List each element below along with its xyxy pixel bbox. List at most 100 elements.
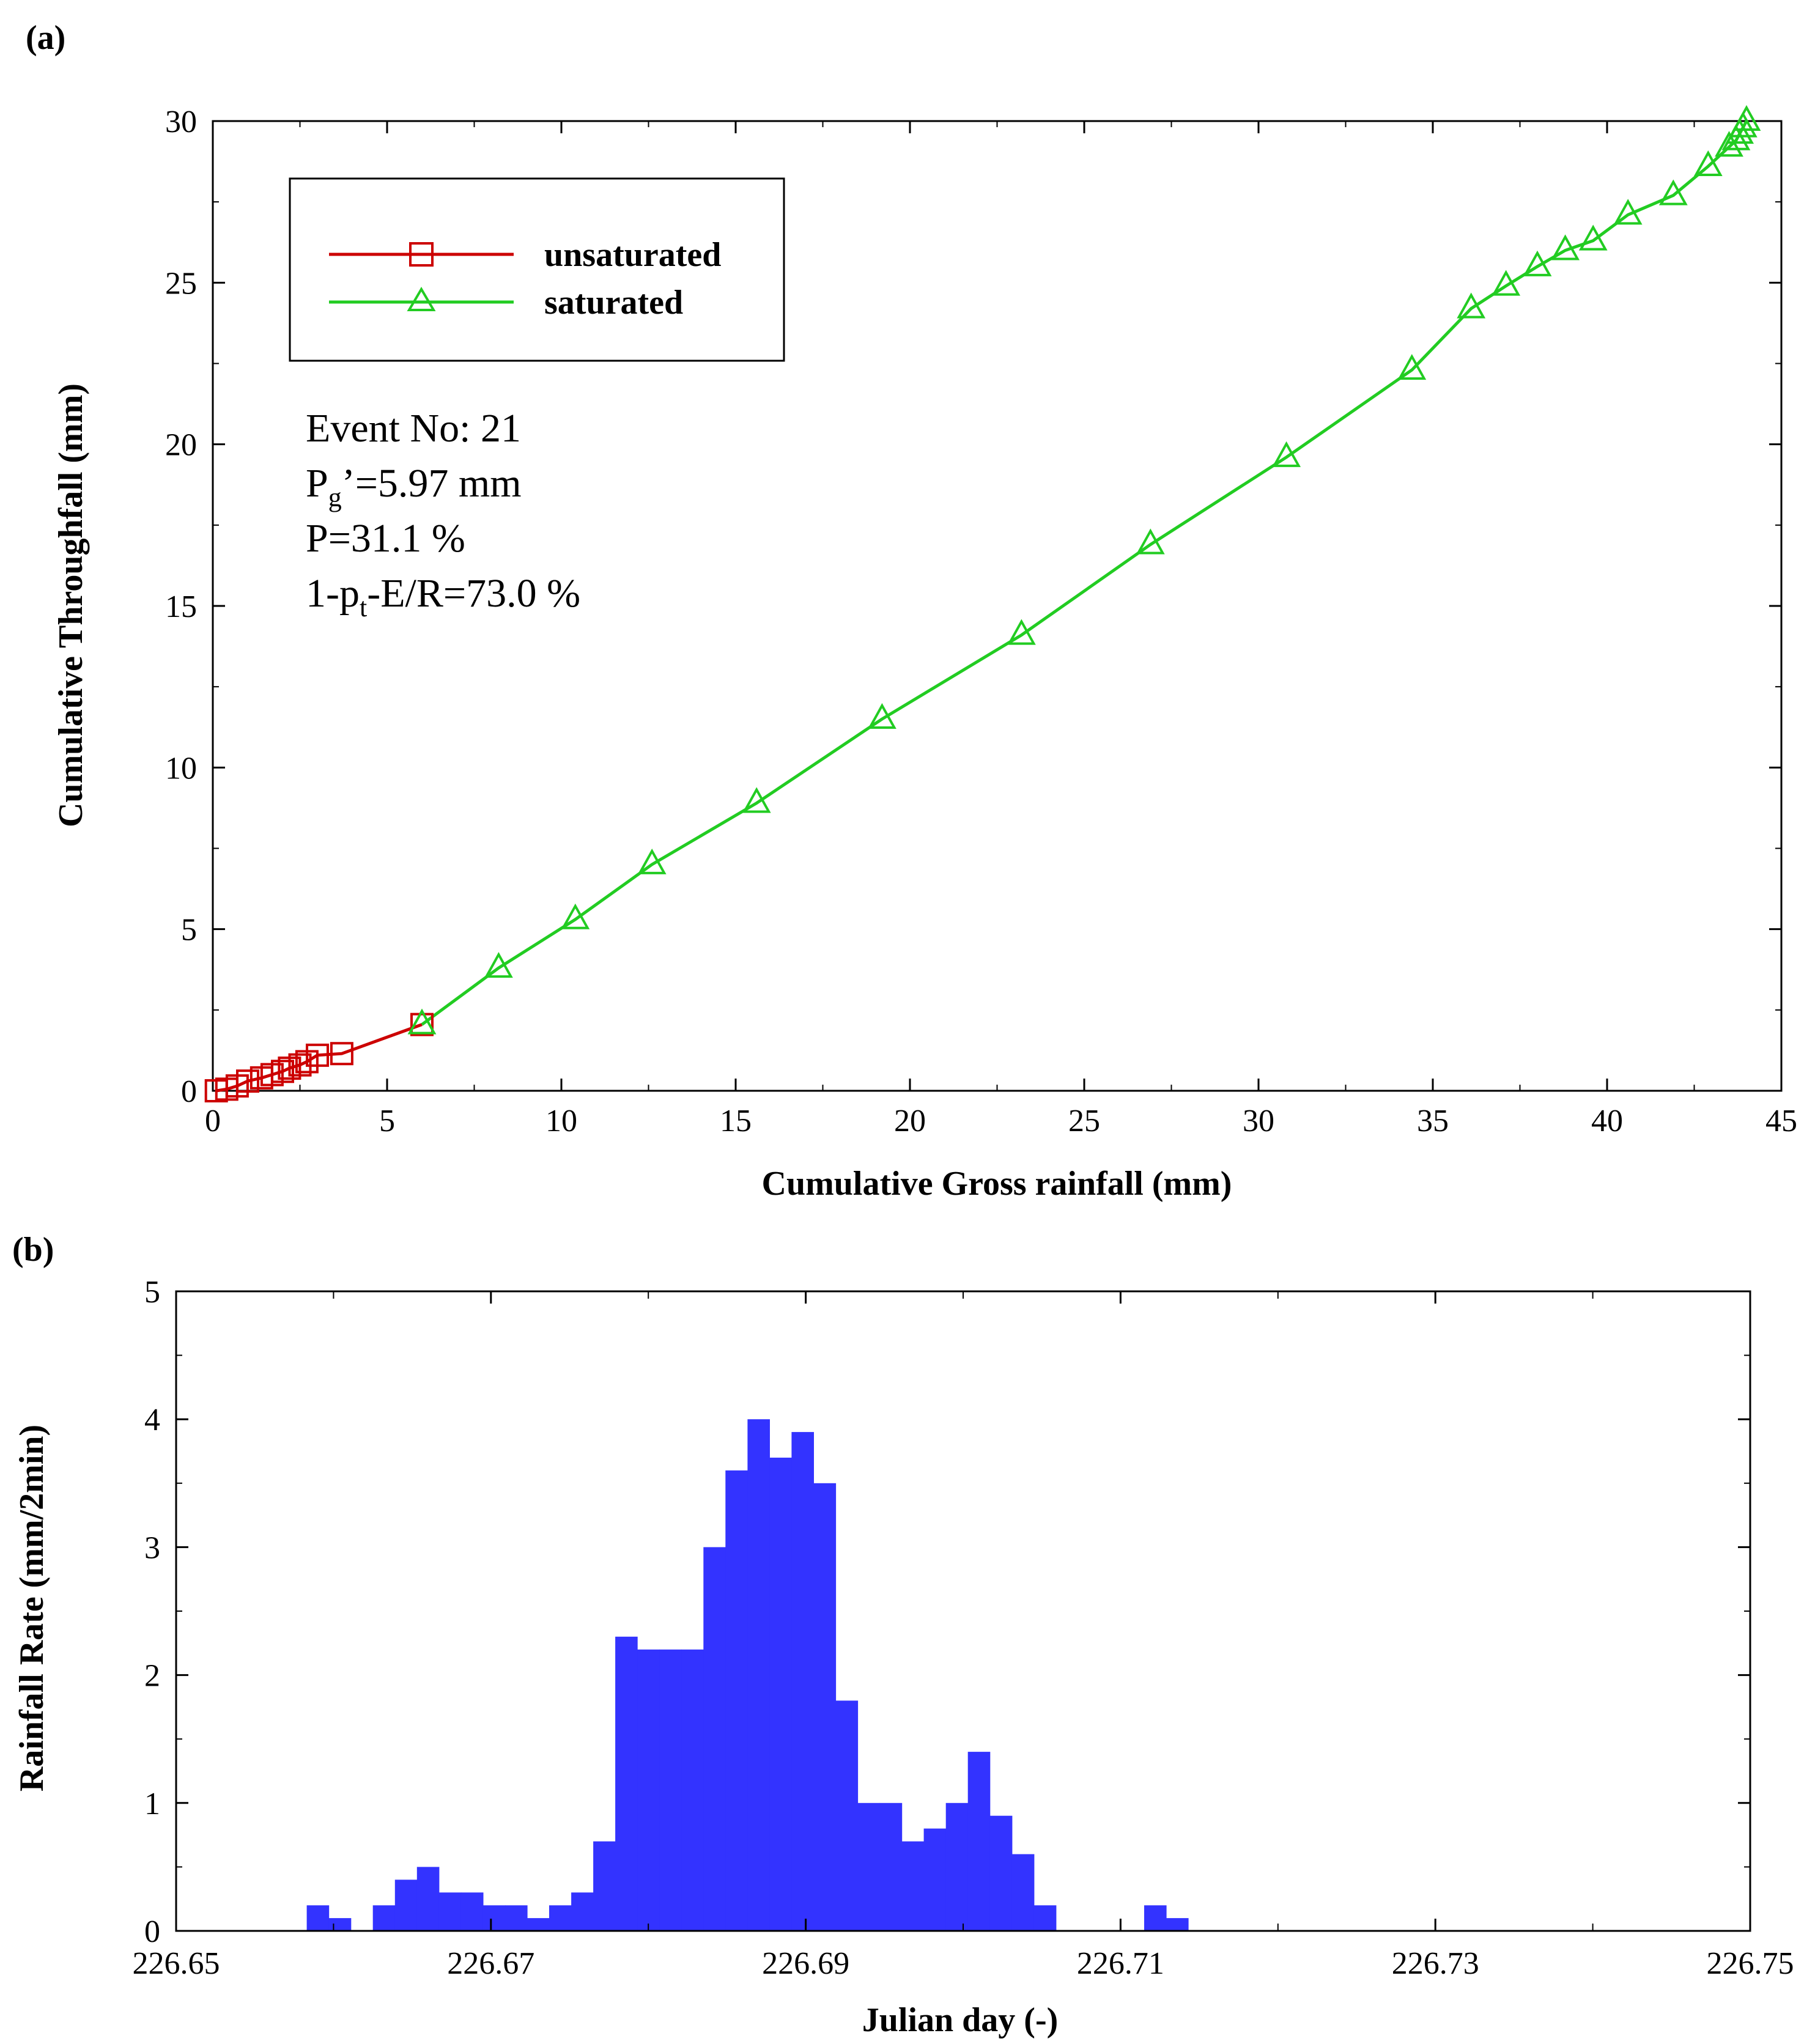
- rainfall-bar: [416, 1867, 440, 1931]
- y-tick-label-b: 3: [144, 1530, 160, 1565]
- x-tick-label-a: 15: [720, 1104, 752, 1138]
- legend-unsaturated-square-icon: [409, 242, 434, 267]
- y-tick-label-b: 0: [144, 1914, 160, 1949]
- x-tick-label-a: 40: [1591, 1104, 1623, 1138]
- rainfall-bar: [923, 1828, 947, 1931]
- point-saturated: [1523, 250, 1552, 276]
- point-saturated: [637, 848, 667, 874]
- rainfall-bar: [857, 1802, 881, 1931]
- point-saturated: [1578, 224, 1608, 251]
- x-axis-label-a: Cumulative Gross rainfall (mm): [762, 1165, 1232, 1203]
- legend-box: [289, 177, 785, 362]
- point-unsaturated: [306, 1043, 329, 1067]
- y-tick-label-a: 0: [181, 1074, 197, 1109]
- y-tick-label-a: 25: [165, 266, 197, 301]
- point-saturated: [1715, 131, 1743, 157]
- rainfall-bar: [505, 1905, 528, 1931]
- y-tick-label-a: 30: [165, 105, 197, 139]
- x-tick-label-b: 226.69: [762, 1946, 849, 1981]
- y-tick-label-a: 15: [165, 589, 197, 624]
- x-tick-label-b: 226.67: [447, 1946, 534, 1981]
- rainfall-bar: [438, 1892, 462, 1931]
- rainfall-bar: [394, 1880, 418, 1931]
- rainfall-bar: [989, 1815, 1013, 1931]
- point-saturated: [1732, 105, 1761, 131]
- point-saturated: [1693, 150, 1723, 177]
- axis-ticks-a: 0 5 10 15 20 25 30 35 40 45 0 5 10 15 20 25 30: [165, 105, 1797, 1138]
- x-tick-label-a: 30: [1243, 1104, 1274, 1138]
- y-axis-label-a: Cumulative Throughfall (mm): [52, 383, 90, 827]
- rainfall-bar: [460, 1892, 484, 1931]
- panel-a-label: (a): [26, 19, 65, 57]
- point-saturated: [1272, 441, 1301, 467]
- rainfall-bar: [593, 1841, 616, 1931]
- rainfall-bar: [901, 1841, 925, 1931]
- y-axis-label-b: Rainfall Rate (mm/2min): [13, 1425, 51, 1791]
- series-line-saturated: [421, 120, 1748, 1026]
- point-unsaturated: [236, 1069, 259, 1093]
- x-tick-label-b: 226.65: [133, 1946, 220, 1981]
- rainfall-bar: [945, 1802, 969, 1931]
- throughfall-chart: 0 5 10 15 20 25 30 35 40 45 0 5 10 15 20 25 30 unsaturat…: [52, 105, 1797, 1203]
- point-saturated: [561, 903, 590, 929]
- rainfall-bar: [527, 1918, 550, 1931]
- y-tick-label-b: 4: [144, 1403, 160, 1437]
- x-axis-label-b: Julian day (-): [862, 2001, 1059, 2039]
- legend-saturated-label: saturated: [544, 284, 683, 322]
- point-unsaturated: [271, 1060, 294, 1083]
- x-tick-label-a: 20: [894, 1104, 926, 1138]
- rainfall-bar: [835, 1700, 859, 1931]
- rainfall-bar: [1011, 1854, 1035, 1931]
- point-saturated: [742, 787, 771, 813]
- rainfall-bar: [549, 1905, 572, 1931]
- point-saturated: [1007, 619, 1036, 645]
- rainfall-bar: [703, 1547, 726, 1931]
- legend-unsaturated-label: unsaturated: [544, 236, 721, 274]
- series-markers-a: [204, 105, 1761, 1102]
- rainfall-bar: [615, 1636, 638, 1931]
- rainfall-bar: [747, 1419, 770, 1931]
- annotation-block: Event No: 21 Pg’=5.97 mm P=31.1 % 1-pt-E…: [306, 406, 580, 622]
- x-tick-label-a: 10: [545, 1104, 577, 1138]
- y-tick-label-a: 10: [165, 751, 197, 786]
- point-saturated: [1613, 199, 1643, 225]
- rainfall-bar: [482, 1905, 506, 1931]
- x-tick-label-a: 0: [205, 1104, 221, 1138]
- rainfall-bar: [681, 1649, 704, 1931]
- x-tick-label-a: 45: [1765, 1104, 1797, 1138]
- y-tick-label-a: 5: [181, 913, 197, 948]
- x-tick-label-a: 35: [1417, 1104, 1449, 1138]
- rainfall-bar: [372, 1905, 396, 1931]
- rainfall-bar: [769, 1458, 792, 1931]
- rainfall-bar: [659, 1649, 682, 1931]
- point-saturated: [868, 703, 896, 729]
- legend-a: unsaturated saturated: [289, 177, 785, 362]
- p-value: P=31.1 %: [306, 516, 465, 561]
- point-saturated: [1551, 234, 1580, 260]
- point-unsaturated: [330, 1042, 353, 1066]
- bars-b: [306, 1419, 1189, 1931]
- panel-b-label: (b): [12, 1231, 54, 1269]
- pg-value: Pg’=5.97 mm: [306, 461, 522, 512]
- event-number: Event No: 21: [306, 406, 521, 451]
- point-saturated: [484, 951, 513, 978]
- rainfall-bar: [637, 1649, 660, 1931]
- rainfall-bar: [571, 1892, 594, 1931]
- rainfall-bar: [1144, 1905, 1167, 1931]
- rainfall-bar: [791, 1432, 814, 1931]
- y-tick-label-b: 2: [144, 1659, 160, 1694]
- x-tick-label-a: 25: [1068, 1104, 1100, 1138]
- point-unsaturated: [410, 1013, 434, 1036]
- point-saturated: [407, 1008, 437, 1035]
- rainfall-rate-chart: 226.65 226.67 226.69 226.71 226.73 226.75 0 1 2 3…: [13, 1275, 1794, 2039]
- point-saturated: [1658, 179, 1688, 205]
- ratio-value: 1-pt-E/R=73.0 %: [306, 571, 580, 622]
- x-tick-label-b: 226.71: [1077, 1946, 1164, 1981]
- point-saturated: [1457, 292, 1486, 319]
- point-saturated: [1492, 270, 1521, 296]
- y-tick-label-b: 5: [144, 1275, 160, 1310]
- rainfall-bar: [879, 1802, 903, 1931]
- x-tick-label-a: 5: [379, 1104, 395, 1138]
- rainfall-bar: [328, 1918, 352, 1931]
